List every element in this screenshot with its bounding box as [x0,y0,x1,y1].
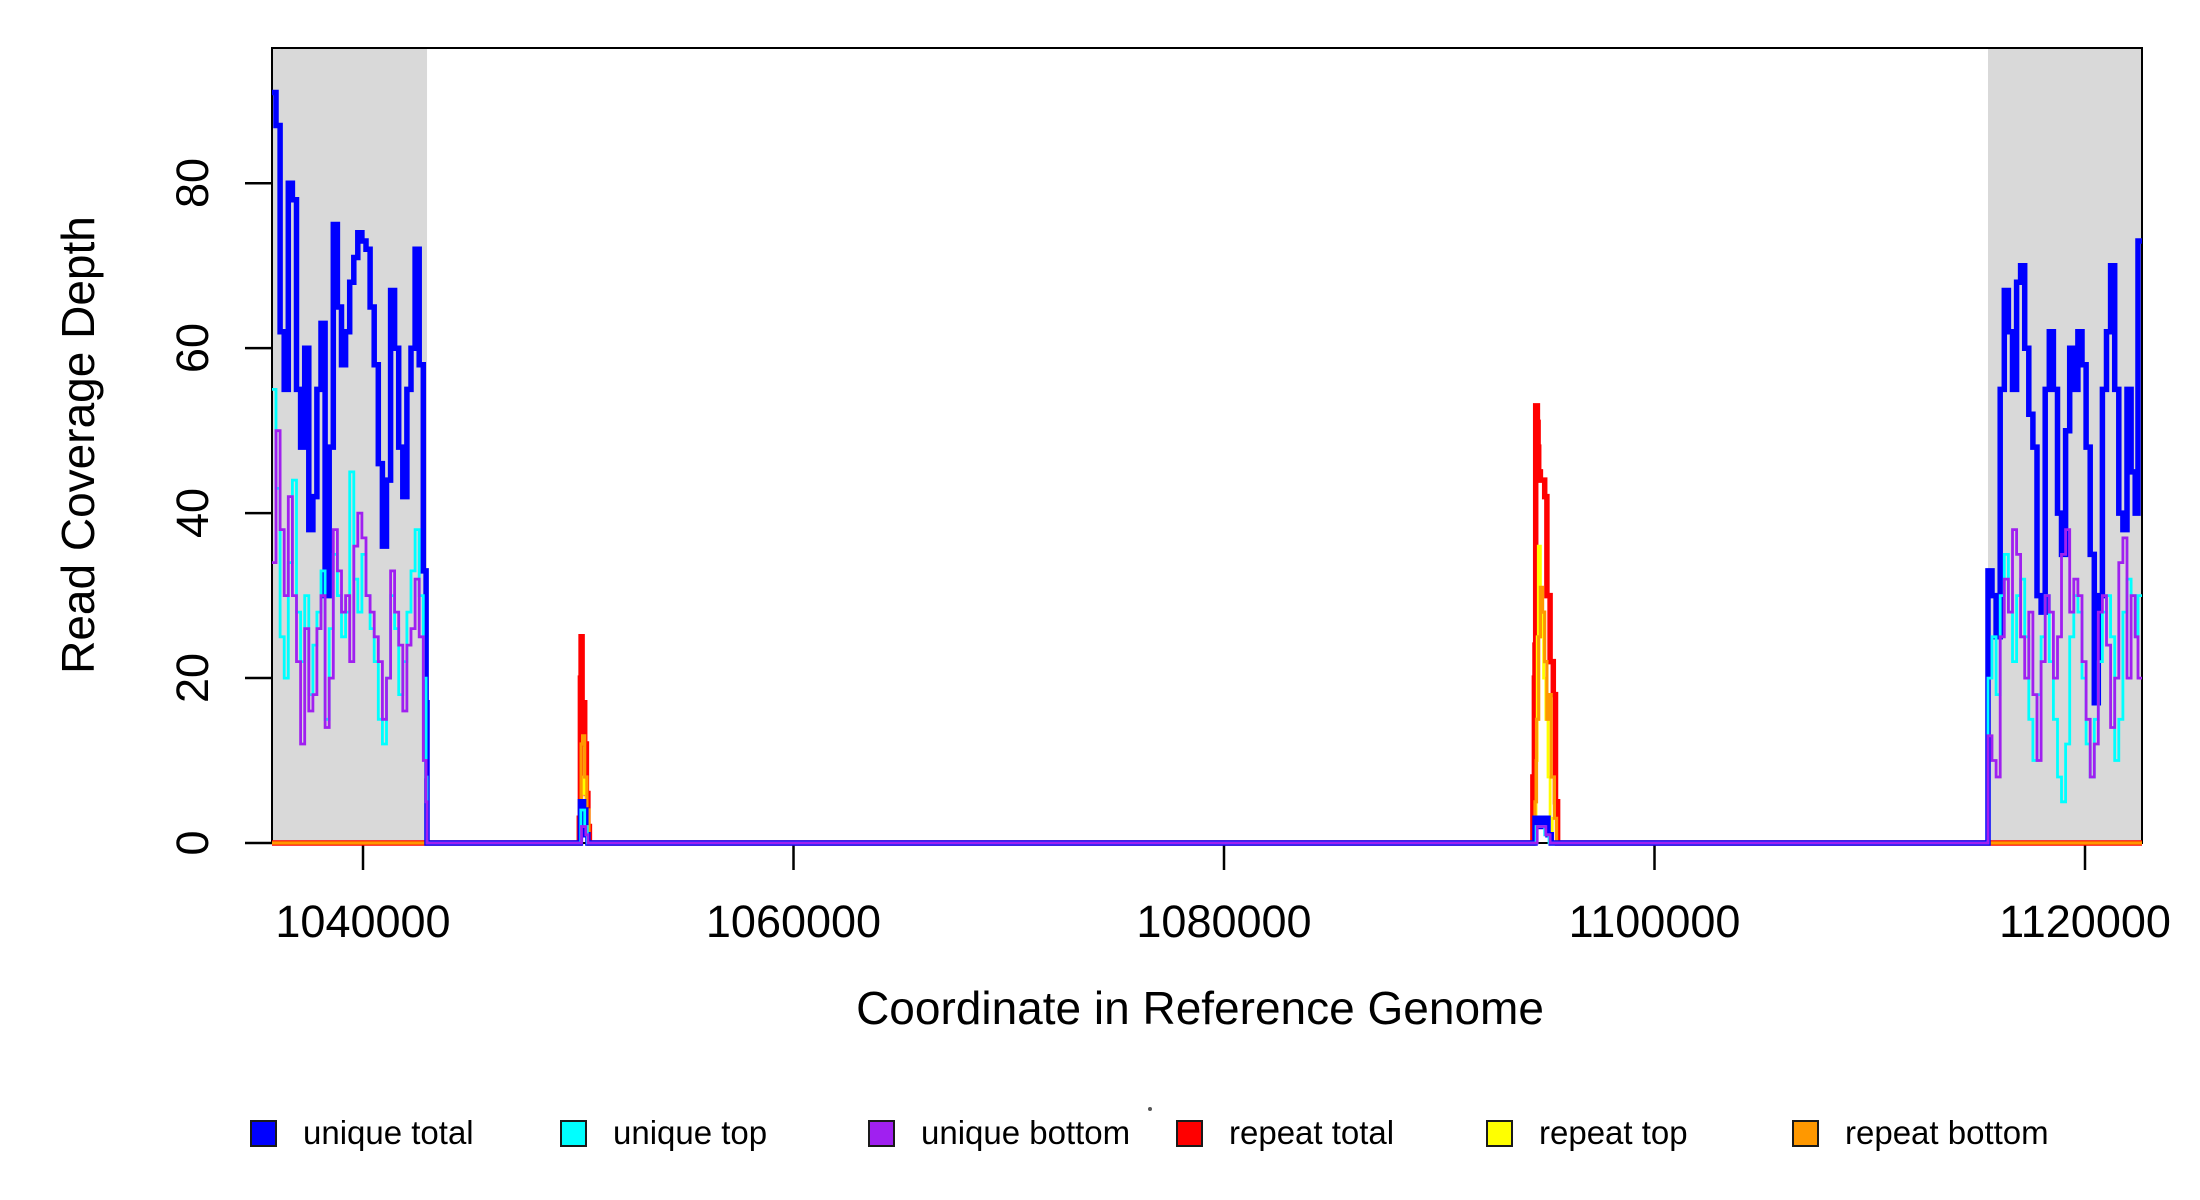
legend-item-repeat-top: repeat top [1486,1114,1688,1151]
legend-item-unique-top: unique top [560,1114,768,1151]
legend-label: unique total [303,1114,474,1151]
series-unique-bottom [272,429,2142,845]
legend-item-unique-total: unique total [250,1114,474,1151]
legend-label: unique bottom [921,1114,1131,1151]
legend-swatch-unique-bottom [868,1119,895,1147]
legend-item-repeat-bottom: repeat bottom [1792,1114,2049,1151]
legend-label: unique top [613,1114,768,1151]
y-tick-label-60: 60 [167,323,218,374]
legend-label: repeat top [1539,1114,1688,1151]
y-tick-label-0: 0 [167,830,218,856]
x-tick-label-1100000: 1100000 [1568,896,1741,947]
x-tick-label-1080000: 1080000 [1136,896,1312,947]
series-unique-top [272,388,2142,845]
legend-item-unique-bottom: unique bottom [868,1114,1131,1151]
legend-swatch-repeat-top [1486,1119,1513,1147]
legend-label: repeat bottom [1845,1114,2049,1151]
x-tick-label-1120000: 1120000 [1999,896,2171,947]
legend-swatch-repeat-bottom [1792,1119,1819,1147]
stray-dot-artifact [1148,1107,1152,1111]
y-axis-title: Read Coverage Depth [52,216,104,674]
series-unique-total [272,89,2142,846]
x-axis-title: Coordinate in Reference Genome [856,982,1544,1034]
x-tick-label-1060000: 1060000 [705,896,882,947]
legend-swatch-repeat-total [1176,1119,1203,1147]
legend-label: repeat total [1229,1114,1395,1151]
series-repeat-bottom [272,585,2142,845]
y-tick-label-20: 20 [167,653,218,704]
series-repeat-total [272,403,2142,846]
y-tick-label-40: 40 [167,488,218,539]
legend-item-repeat-total: repeat total [1176,1114,1395,1151]
series-repeat-top [272,544,2142,845]
y-tick-label-80: 80 [167,158,218,209]
plot-border [271,47,2143,844]
legend-swatch-unique-total [250,1119,277,1147]
x-tick-label-1040000: 1040000 [275,896,451,947]
legend-swatch-unique-top [560,1119,587,1147]
